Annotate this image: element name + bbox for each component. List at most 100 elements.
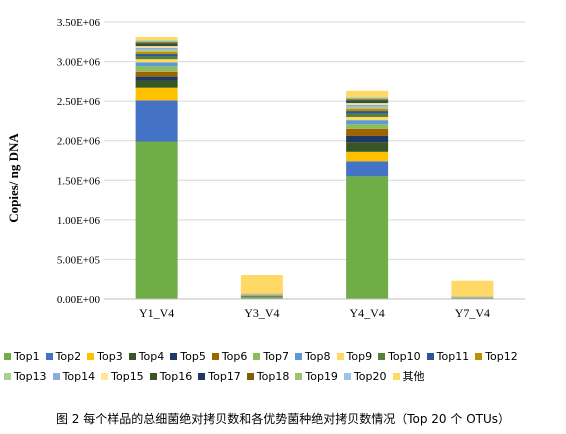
legend-label: 其他 [402, 370, 425, 383]
x-tick-label: Y4_V4 [349, 306, 384, 320]
legend-label: Top8 [304, 349, 331, 363]
bar-segment-Top6 [135, 71, 178, 77]
bar-segment-Top1 [240, 297, 283, 299]
bar-segment-Top20 [346, 97, 389, 98]
bar-segment-Top11 [135, 54, 178, 57]
bar-segment-Top3 [135, 87, 178, 101]
y-tick-label: 1.00E+06 [57, 215, 101, 227]
y-tick-label: 5.00E+05 [57, 254, 101, 266]
legend-item: Top11 [426, 348, 470, 364]
bar-segment-Top2 [346, 161, 389, 177]
bar-segment-Top8 [346, 120, 389, 125]
bar-segment-Top4 [346, 142, 389, 152]
bar-segment-Top12 [346, 108, 389, 112]
legend-label: Top10 [388, 349, 421, 363]
legend-swatch [294, 352, 302, 360]
legend-item: Top4 [128, 348, 165, 364]
legend-swatch [211, 352, 219, 360]
legend-item: Top7 [253, 348, 289, 364]
legend-label: Top5 [180, 349, 206, 363]
legend-swatch [101, 372, 109, 380]
legend-swatch [4, 372, 11, 380]
y-tick-label: 3.00E+06 [57, 57, 101, 69]
legend-swatch [475, 352, 483, 360]
y-tick-label: 1.50E+06 [57, 175, 101, 187]
legend-item: Top17 [198, 368, 241, 384]
legend-label: Top9 [346, 349, 373, 363]
legend-swatch [253, 352, 261, 360]
legend-item: Top10 [378, 348, 421, 364]
legend-label: Top15 [111, 369, 144, 383]
legend-label: Top17 [208, 369, 241, 383]
legend-item: Top12 [475, 348, 518, 364]
legend-item: Top1 [4, 348, 40, 364]
bar-segment-Top10 [135, 56, 178, 60]
legend-label: Top19 [305, 369, 338, 383]
y-axis-label: Copies/ ng DNA [6, 133, 21, 223]
legend-label: Top14 [62, 369, 96, 383]
legend-label: Top1 [14, 349, 40, 363]
legend-swatch [170, 352, 178, 360]
bar-segment-Top3 [346, 151, 389, 162]
bar-segment-Top9 [346, 116, 389, 121]
legend-label: Top2 [55, 349, 82, 363]
legend-swatch [392, 372, 400, 380]
legend-swatch [246, 372, 254, 380]
bar-segment-Top1 [346, 176, 389, 299]
x-axis: Y1_V4 Y3_V4 Y4_V4 Y7_V4 [104, 298, 525, 320]
bar-segment-Top16 [135, 44, 178, 47]
y-tick-label: 2.50E+06 [57, 96, 101, 108]
bar-segment-Top7 [135, 66, 178, 72]
legend-item: Top20 [343, 368, 387, 384]
bar-segment-Top15 [135, 46, 178, 48]
bar-stack-y4-v4 [346, 90, 389, 299]
bar-segment-其他 [135, 37, 178, 41]
bar-segment-Top16 [346, 101, 389, 104]
legend-item: Top2 [45, 348, 82, 364]
legend-item: Top6 [211, 348, 248, 364]
bar-segment-其他 [451, 280, 494, 297]
bar-segment-Top7 [346, 124, 389, 129]
bar-segment-Top10 [346, 113, 389, 117]
legend-label: Top18 [256, 369, 290, 383]
bar-segment-Top19 [346, 97, 389, 100]
legend-label: Top11 [436, 349, 470, 363]
legend-swatch [426, 352, 434, 360]
legend-swatch [336, 352, 344, 360]
legend-label: Top6 [221, 349, 248, 363]
x-tick-label: Y7_V4 [455, 306, 490, 320]
legend-item: Top3 [87, 348, 123, 364]
bar-segment-Top6 [346, 128, 389, 136]
bar-segment-Top13 [135, 49, 178, 52]
legend-label: Top4 [138, 349, 165, 363]
bar-segment-Top12 [135, 51, 178, 55]
bar-segment-Top17 [135, 43, 178, 45]
bar-segment-Top5 [135, 76, 178, 81]
legend-label: Top3 [97, 349, 123, 363]
bar-segment-Top1 [135, 141, 178, 299]
bar-segment-Top2 [135, 100, 178, 142]
bar-segment-Top14 [135, 47, 178, 50]
bar-segment-Top15 [346, 103, 389, 105]
legend-item: 其他 [392, 368, 425, 384]
legend-swatch [343, 372, 351, 380]
legend-item: Top5 [170, 348, 206, 364]
bar-stack-y1-v4 [135, 37, 178, 299]
bar-segment-Top11 [346, 111, 389, 114]
bar-segment-Top14 [346, 104, 389, 107]
legend-swatch [87, 352, 95, 360]
x-tick-label: Y3_V4 [244, 306, 279, 320]
legend-swatch [149, 372, 157, 380]
y-tick-label: 2.00E+06 [57, 136, 101, 148]
legend-label: Top20 [353, 369, 387, 383]
x-tick-label: Y1_V4 [139, 306, 174, 320]
bar-segment-Top19 [135, 40, 178, 43]
legend-swatch [4, 352, 11, 360]
legend-swatch [378, 352, 386, 360]
bar-segment-其他 [346, 90, 389, 98]
legend-label: Top16 [159, 369, 193, 383]
y-tick-label: 3.50E+06 [57, 17, 101, 29]
bar-segment-Top13 [346, 106, 389, 109]
legend-item: Top16 [149, 368, 193, 384]
